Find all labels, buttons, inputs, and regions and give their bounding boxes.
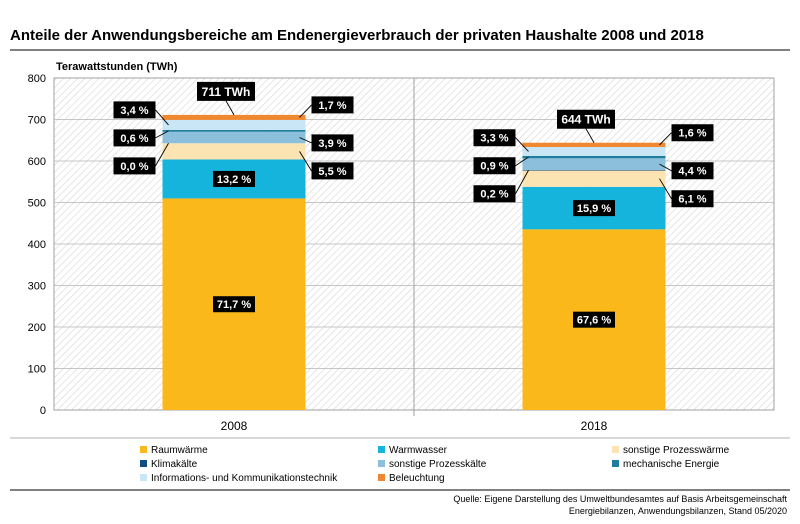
bar-segment	[522, 170, 666, 187]
y-tick-label: 300	[28, 281, 46, 293]
svg-text:15,9 %: 15,9 %	[577, 203, 611, 215]
bar-segment	[162, 143, 306, 160]
data-label: 15,9 %	[573, 200, 615, 217]
callout: 3,9 %	[299, 134, 354, 152]
legend-swatch	[378, 460, 385, 467]
y-tick-label: 600	[28, 156, 46, 168]
svg-text:3,4 %: 3,4 %	[120, 105, 148, 117]
y-tick-label: 700	[28, 115, 46, 127]
total-label: 711 TWh	[197, 81, 255, 116]
bar-segment	[162, 129, 306, 132]
legend-swatch	[140, 474, 147, 481]
callout: 4,4 %	[659, 162, 714, 180]
svg-text:0,0 %: 0,0 %	[120, 161, 148, 173]
x-tick-label: 2018	[581, 419, 608, 433]
bar-segment	[522, 158, 666, 171]
legend-item: sonstige Prozesswärme	[612, 445, 730, 456]
source-line-2: Energiebilanzen, Anwendungsbilanzen, Sta…	[569, 506, 787, 516]
callout: 1,7 %	[299, 96, 354, 118]
data-label: 13,2 %	[213, 170, 255, 187]
total-label: 644 TWh	[557, 109, 615, 143]
bar-segment	[522, 147, 666, 156]
callout: 3,3 %	[473, 129, 529, 152]
svg-text:13,2 %: 13,2 %	[217, 174, 251, 186]
legend-label: sonstige Prozesswärme	[623, 445, 730, 456]
svg-text:1,7 %: 1,7 %	[318, 100, 346, 112]
svg-text:6,1 %: 6,1 %	[678, 194, 706, 206]
svg-text:67,6 %: 67,6 %	[577, 315, 611, 327]
y-tick-label: 0	[40, 405, 46, 417]
y-axis-label: Terawattstunden (TWh)	[56, 61, 178, 73]
legend-item: Raumwärme	[140, 445, 208, 456]
svg-text:0,2 %: 0,2 %	[480, 189, 508, 201]
legend: Raumwärme Warmwasser sonstige Prozesswärme…	[140, 445, 730, 484]
legend-label: Informations- und Kommunikationstechnik	[151, 473, 338, 484]
svg-text:0,6 %: 0,6 %	[120, 133, 148, 145]
legend-label: mechanische Energie	[623, 459, 720, 470]
y-tick-label: 400	[28, 239, 46, 251]
y-tick-label: 200	[28, 322, 46, 334]
y-tick-label: 100	[28, 364, 46, 376]
chart-title: Anteile der Anwendungsbereiche am Endene…	[10, 27, 704, 44]
svg-text:4,4 %: 4,4 %	[678, 166, 706, 178]
legend-swatch	[378, 446, 385, 453]
svg-text:1,6 %: 1,6 %	[678, 128, 706, 140]
bars	[162, 114, 666, 410]
callouts: 71,7 % 13,2 % 3,4 % 0,6 % 0,0 % 1,7 % 3,9 % 5,5…	[113, 81, 714, 328]
callout: 0,9 %	[473, 156, 529, 175]
legend-swatch	[612, 446, 619, 453]
legend-item: Informations- und Kommunikationstechnik	[140, 473, 338, 484]
legend-item: mechanische Energie	[612, 459, 720, 470]
data-label: 67,6 %	[573, 311, 615, 328]
callout: 5,5 %	[299, 151, 354, 180]
x-axis-labels: 2008 2018	[221, 419, 608, 433]
y-tick-label: 800	[28, 73, 46, 85]
bar-segment	[522, 155, 666, 159]
svg-text:644 TWh: 644 TWh	[561, 113, 610, 127]
callout: 3,4 %	[113, 101, 169, 126]
svg-text:3,3 %: 3,3 %	[480, 133, 508, 145]
legend-label: Klimakälte	[151, 459, 198, 470]
bar-segment	[522, 170, 666, 171]
svg-text:71,7 %: 71,7 %	[217, 299, 251, 311]
bar-segment	[162, 114, 306, 120]
svg-text:5,5 %: 5,5 %	[318, 166, 346, 178]
svg-text:711 TWh: 711 TWh	[202, 85, 251, 99]
x-tick-label: 2008	[221, 419, 248, 433]
svg-text:0,9 %: 0,9 %	[480, 161, 508, 173]
legend-swatch	[140, 446, 147, 453]
data-label: 71,7 %	[213, 296, 255, 313]
bar-segment	[162, 119, 306, 130]
legend-label: sonstige Prozesskälte	[389, 459, 487, 470]
bar-segment	[162, 131, 306, 144]
legend-item: Warmwasser	[378, 445, 448, 456]
legend-item: Beleuchtung	[378, 473, 445, 484]
legend-item: sonstige Prozesskälte	[378, 459, 487, 470]
source-line-1: Quelle: Eigene Darstellung des Umweltbun…	[453, 494, 787, 504]
legend-item: Klimakälte	[140, 459, 198, 470]
legend-label: Beleuchtung	[389, 473, 445, 484]
legend-label: Raumwärme	[151, 445, 208, 456]
callout: 0,2 %	[473, 170, 529, 203]
bar-segment	[522, 142, 666, 148]
y-tick-label: 500	[28, 198, 46, 210]
legend-label: Warmwasser	[389, 445, 448, 456]
callout: 6,1 %	[659, 178, 714, 208]
y-axis-ticks: 0 100 200 300 400 500 600 700 800	[28, 73, 46, 417]
legend-swatch	[378, 474, 385, 481]
svg-text:3,9 %: 3,9 %	[318, 138, 346, 150]
callout: 0,0 %	[113, 143, 169, 175]
callout: 1,6 %	[659, 124, 714, 146]
legend-swatch	[612, 460, 619, 467]
legend-swatch	[140, 460, 147, 467]
callout: 0,6 %	[113, 129, 169, 147]
